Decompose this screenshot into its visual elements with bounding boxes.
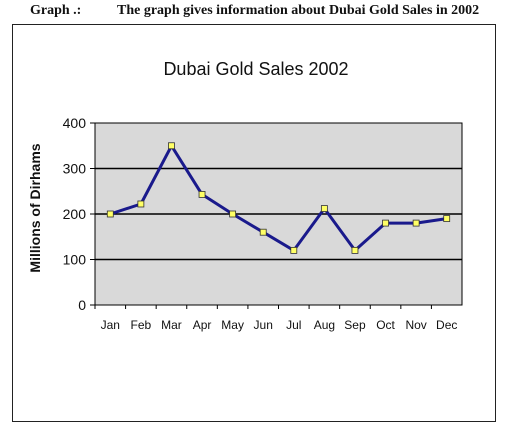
x-tick-label: Apr (193, 318, 212, 332)
data-point (351, 246, 359, 254)
x-tick-label: Mar (161, 318, 182, 332)
x-tick-label: Jan (101, 318, 120, 332)
y-tick-label: 400 (63, 115, 87, 131)
series-line (109, 144, 447, 252)
x-tick-label: May (221, 318, 244, 332)
data-point (290, 246, 298, 254)
chart-title: Dubai Gold Sales 2002 (163, 59, 348, 79)
x-axis-ticks: Jan Feb Mar Apr May Jun Jul Aug Sep Oct Nov Dec (94, 305, 457, 332)
x-tick-label: Jun (254, 318, 273, 332)
data-point (106, 210, 114, 218)
x-tick-label: Jul (286, 318, 301, 332)
data-point (412, 219, 420, 227)
y-tick-label: 300 (63, 161, 87, 177)
data-point (320, 205, 328, 212)
data-point (198, 191, 206, 198)
y-tick-label: 0 (78, 297, 86, 313)
caption-label: Graph .: (30, 3, 82, 18)
x-tick-label: Sep (344, 318, 366, 332)
y-axis-label: Millions of Dirhams (27, 143, 43, 272)
data-point (168, 142, 175, 150)
x-tick-label: Dec (436, 318, 457, 332)
caption-text: The graph gives information about Dubai … (117, 3, 480, 18)
data-point (382, 219, 389, 227)
y-tick-label: 100 (63, 252, 87, 268)
data-point (137, 200, 145, 208)
data-point (443, 215, 451, 222)
y-axis-ticks: 0 100 200 300 400 (63, 115, 95, 313)
y-tick-label: 200 (63, 206, 87, 222)
figure-caption: Graph .: The graph gives information abo… (0, 1, 513, 23)
x-tick-label: Oct (376, 318, 395, 332)
x-tick-label: Feb (131, 318, 152, 332)
grid-lines (95, 167, 462, 261)
x-tick-label: Nov (405, 318, 426, 332)
x-tick-label: Aug (314, 318, 335, 332)
data-point (259, 228, 267, 236)
data-point (229, 210, 237, 218)
series-markers (106, 142, 451, 254)
